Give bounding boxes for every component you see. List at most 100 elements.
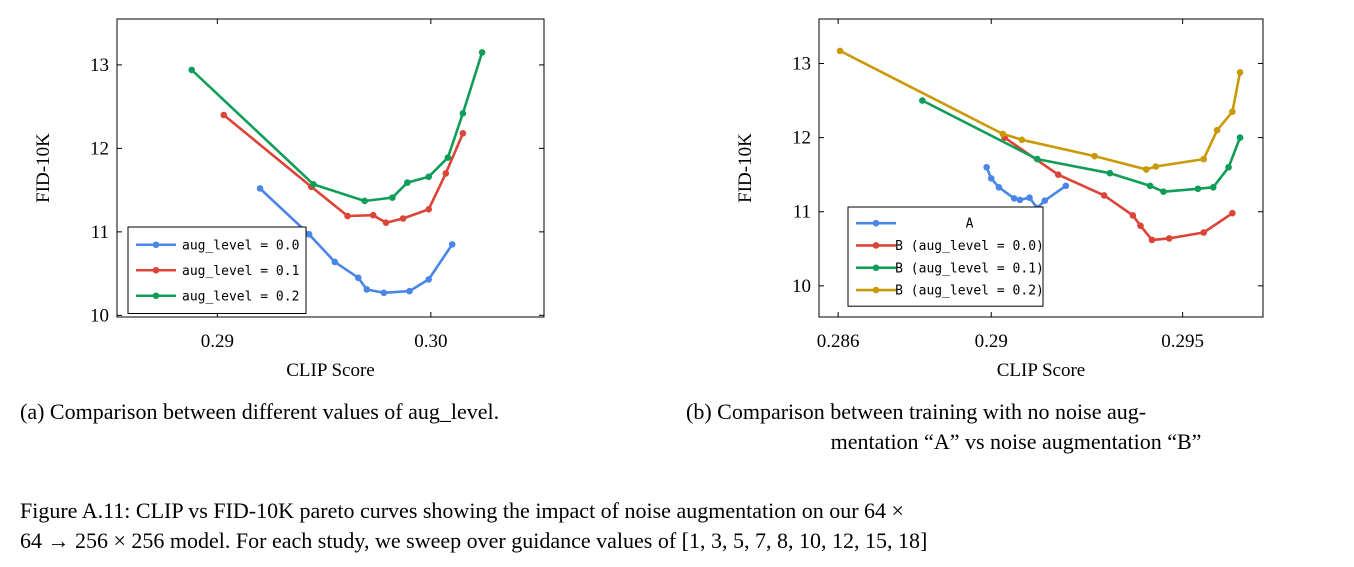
chart0-series-0-point	[448, 241, 456, 248]
chart1-series-2-point	[1225, 163, 1232, 171]
chart0-legend-label-2: aug_level = 0.2	[182, 289, 299, 304]
chart0-series-2-point	[188, 66, 196, 74]
chart1-legend-marker-1	[872, 242, 880, 249]
chart1-series-3-point	[1213, 126, 1221, 134]
chart0-series-2-point	[425, 173, 433, 181]
chart1-series-0-point	[1041, 197, 1049, 204]
chart1-series-1-point	[1229, 209, 1236, 217]
chart1-xtick-label: 0.286	[817, 331, 860, 352]
chart1-series-0-point	[987, 175, 995, 182]
chart1-ytick-label: 12	[792, 128, 811, 149]
chart0-xtick-label: 0.30	[414, 331, 447, 352]
chart1-legend-label-2: B (aug_level = 0.1)	[895, 261, 1044, 276]
chart0-xaxis-label: CLIP Score	[286, 360, 374, 381]
chart1-series-1-point	[1148, 236, 1156, 244]
chart0-series-0-point	[305, 231, 313, 238]
chart0-series-0-point	[406, 287, 413, 295]
chart1-series-3-point	[1091, 152, 1098, 160]
chart1-series-3-point	[1200, 155, 1207, 163]
chart1-legend-marker-2	[872, 264, 880, 272]
chart0-ytick-label: 12	[90, 138, 109, 159]
chart1-series-3-point	[1229, 108, 1236, 115]
chart1-xtick-label: 0.29	[975, 331, 1008, 352]
chart1-series-2-point	[1236, 134, 1244, 141]
chart1-series-2-point	[1160, 188, 1167, 196]
chart1-legend-marker-0	[872, 219, 880, 227]
chart0-plot-frame	[116, 18, 545, 318]
chart1-legend-marker-3	[872, 286, 880, 294]
chart0-series-0-point	[331, 258, 339, 266]
chart-noise-augmentation: 0.286 0.29 0.295 10 11 12 13 CLIP Score FID-10K A…	[735, 18, 1264, 381]
chart1-series-0-point	[1026, 194, 1033, 201]
chart1-series-0-point	[983, 163, 990, 171]
chart0-series-1-point	[369, 211, 377, 219]
subcaption-b-line2: mentation “A” vs noise augmentation “B”	[830, 429, 1202, 454]
chart1-series-3-point	[1152, 163, 1160, 170]
figure-caption-line2: 64 → 256 × 256 model. For each study, we…	[20, 528, 928, 553]
chart0-series-1-point	[382, 219, 390, 226]
chart0-series-1-point	[220, 111, 228, 119]
chart1-series-2-point	[1209, 183, 1217, 191]
subcaption-b: (b) Comparison between training with no …	[686, 397, 1346, 457]
chart1-ytick-label: 11	[793, 202, 811, 223]
chart0-series-0-point	[380, 289, 388, 297]
chart0-legend-label-1: aug_level = 0.1	[182, 264, 299, 279]
chart1-series-2-point	[1194, 185, 1202, 193]
chart0-yaxis-label: FID-10K	[33, 133, 54, 203]
chart0-series-1-point	[399, 215, 407, 222]
chart1-series-3-point	[836, 47, 844, 55]
chart1-series-1-point	[1054, 171, 1062, 178]
chart1-legend-label-1: B (aug_level = 0.0)	[895, 239, 1044, 254]
chart1-series-1-point	[1165, 235, 1173, 242]
chart0-series-2-point	[459, 110, 467, 117]
chart0-series-0-point	[256, 185, 264, 192]
chart1-yaxis-label: FID-10K	[735, 133, 756, 203]
chart0-series-0-point	[425, 276, 433, 283]
chart0-ytick-label: 10	[90, 305, 109, 326]
chart0-series-2-point	[404, 179, 411, 186]
chart1-xtick-label: 0.295	[1161, 331, 1204, 352]
chart1-series-2-point	[919, 97, 926, 104]
chart0-legend-marker-2	[152, 292, 160, 300]
chart1-series-3-line	[839, 49, 1242, 171]
chart0-series-1-point	[344, 212, 351, 220]
chart1-series-1-point	[1200, 229, 1207, 236]
chart0-series-2-point	[310, 180, 317, 188]
chart1-series-0-point	[1010, 195, 1018, 202]
chart0-series-0-point	[363, 286, 371, 293]
chart0-series-2-point	[361, 197, 368, 205]
subcaption-b-line1: (b) Comparison between training with no …	[686, 399, 1147, 424]
chart-aug-level: 0.29 0.30 10 11 12 13 CLIP Score FID-10K aug_lev…	[33, 18, 545, 381]
chart1-series-0-point	[995, 183, 1003, 191]
chart0-legend: aug_level = 0.0 aug_level = 0.1 aug_level …	[127, 226, 307, 314]
chart1-series-3-point	[1236, 69, 1244, 76]
chart0-series-1-point	[442, 170, 450, 177]
subcaption-a: (a) Comparison between different values …	[20, 399, 500, 424]
chart0-legend-marker-1	[152, 266, 160, 274]
chart1-series-3-point	[1018, 136, 1026, 144]
chart0-xtick-label: 0.29	[201, 331, 234, 352]
chart1-plot-frame	[818, 18, 1264, 318]
chart1-series-2-point	[1106, 169, 1114, 177]
chart1-series-2-line	[921, 99, 1242, 193]
chart0-series-2-point	[389, 194, 396, 201]
chart0-legend-label-0: aug_level = 0.0	[182, 238, 299, 253]
chart1-legend-label-3: B (aug_level = 0.2)	[895, 284, 1044, 299]
chart1-ytick-label: 10	[792, 276, 811, 297]
chart1-series-3-point	[999, 130, 1007, 138]
chart1-series-1-point	[1129, 212, 1137, 219]
chart0-ytick-label: 13	[90, 55, 109, 76]
chart1-xaxis-label: CLIP Score	[997, 360, 1085, 381]
chart1-ytick-label: 13	[792, 53, 811, 74]
chart1-series-0-point	[1062, 182, 1070, 190]
chart1-series-2-point	[1146, 182, 1154, 190]
chart1-series-3-point	[1142, 166, 1150, 173]
chart1-series-1-point	[1137, 222, 1144, 230]
chart1-series-2-point	[1033, 155, 1041, 163]
chart0-ytick-label: 11	[91, 222, 109, 243]
chart0-series-2-point	[478, 49, 486, 56]
chart0-series-1-point	[425, 206, 433, 213]
chart0-series-2-point	[444, 154, 452, 161]
chart1-series-1-point	[1100, 192, 1108, 199]
chart1-legend-label-0: A	[966, 217, 974, 232]
